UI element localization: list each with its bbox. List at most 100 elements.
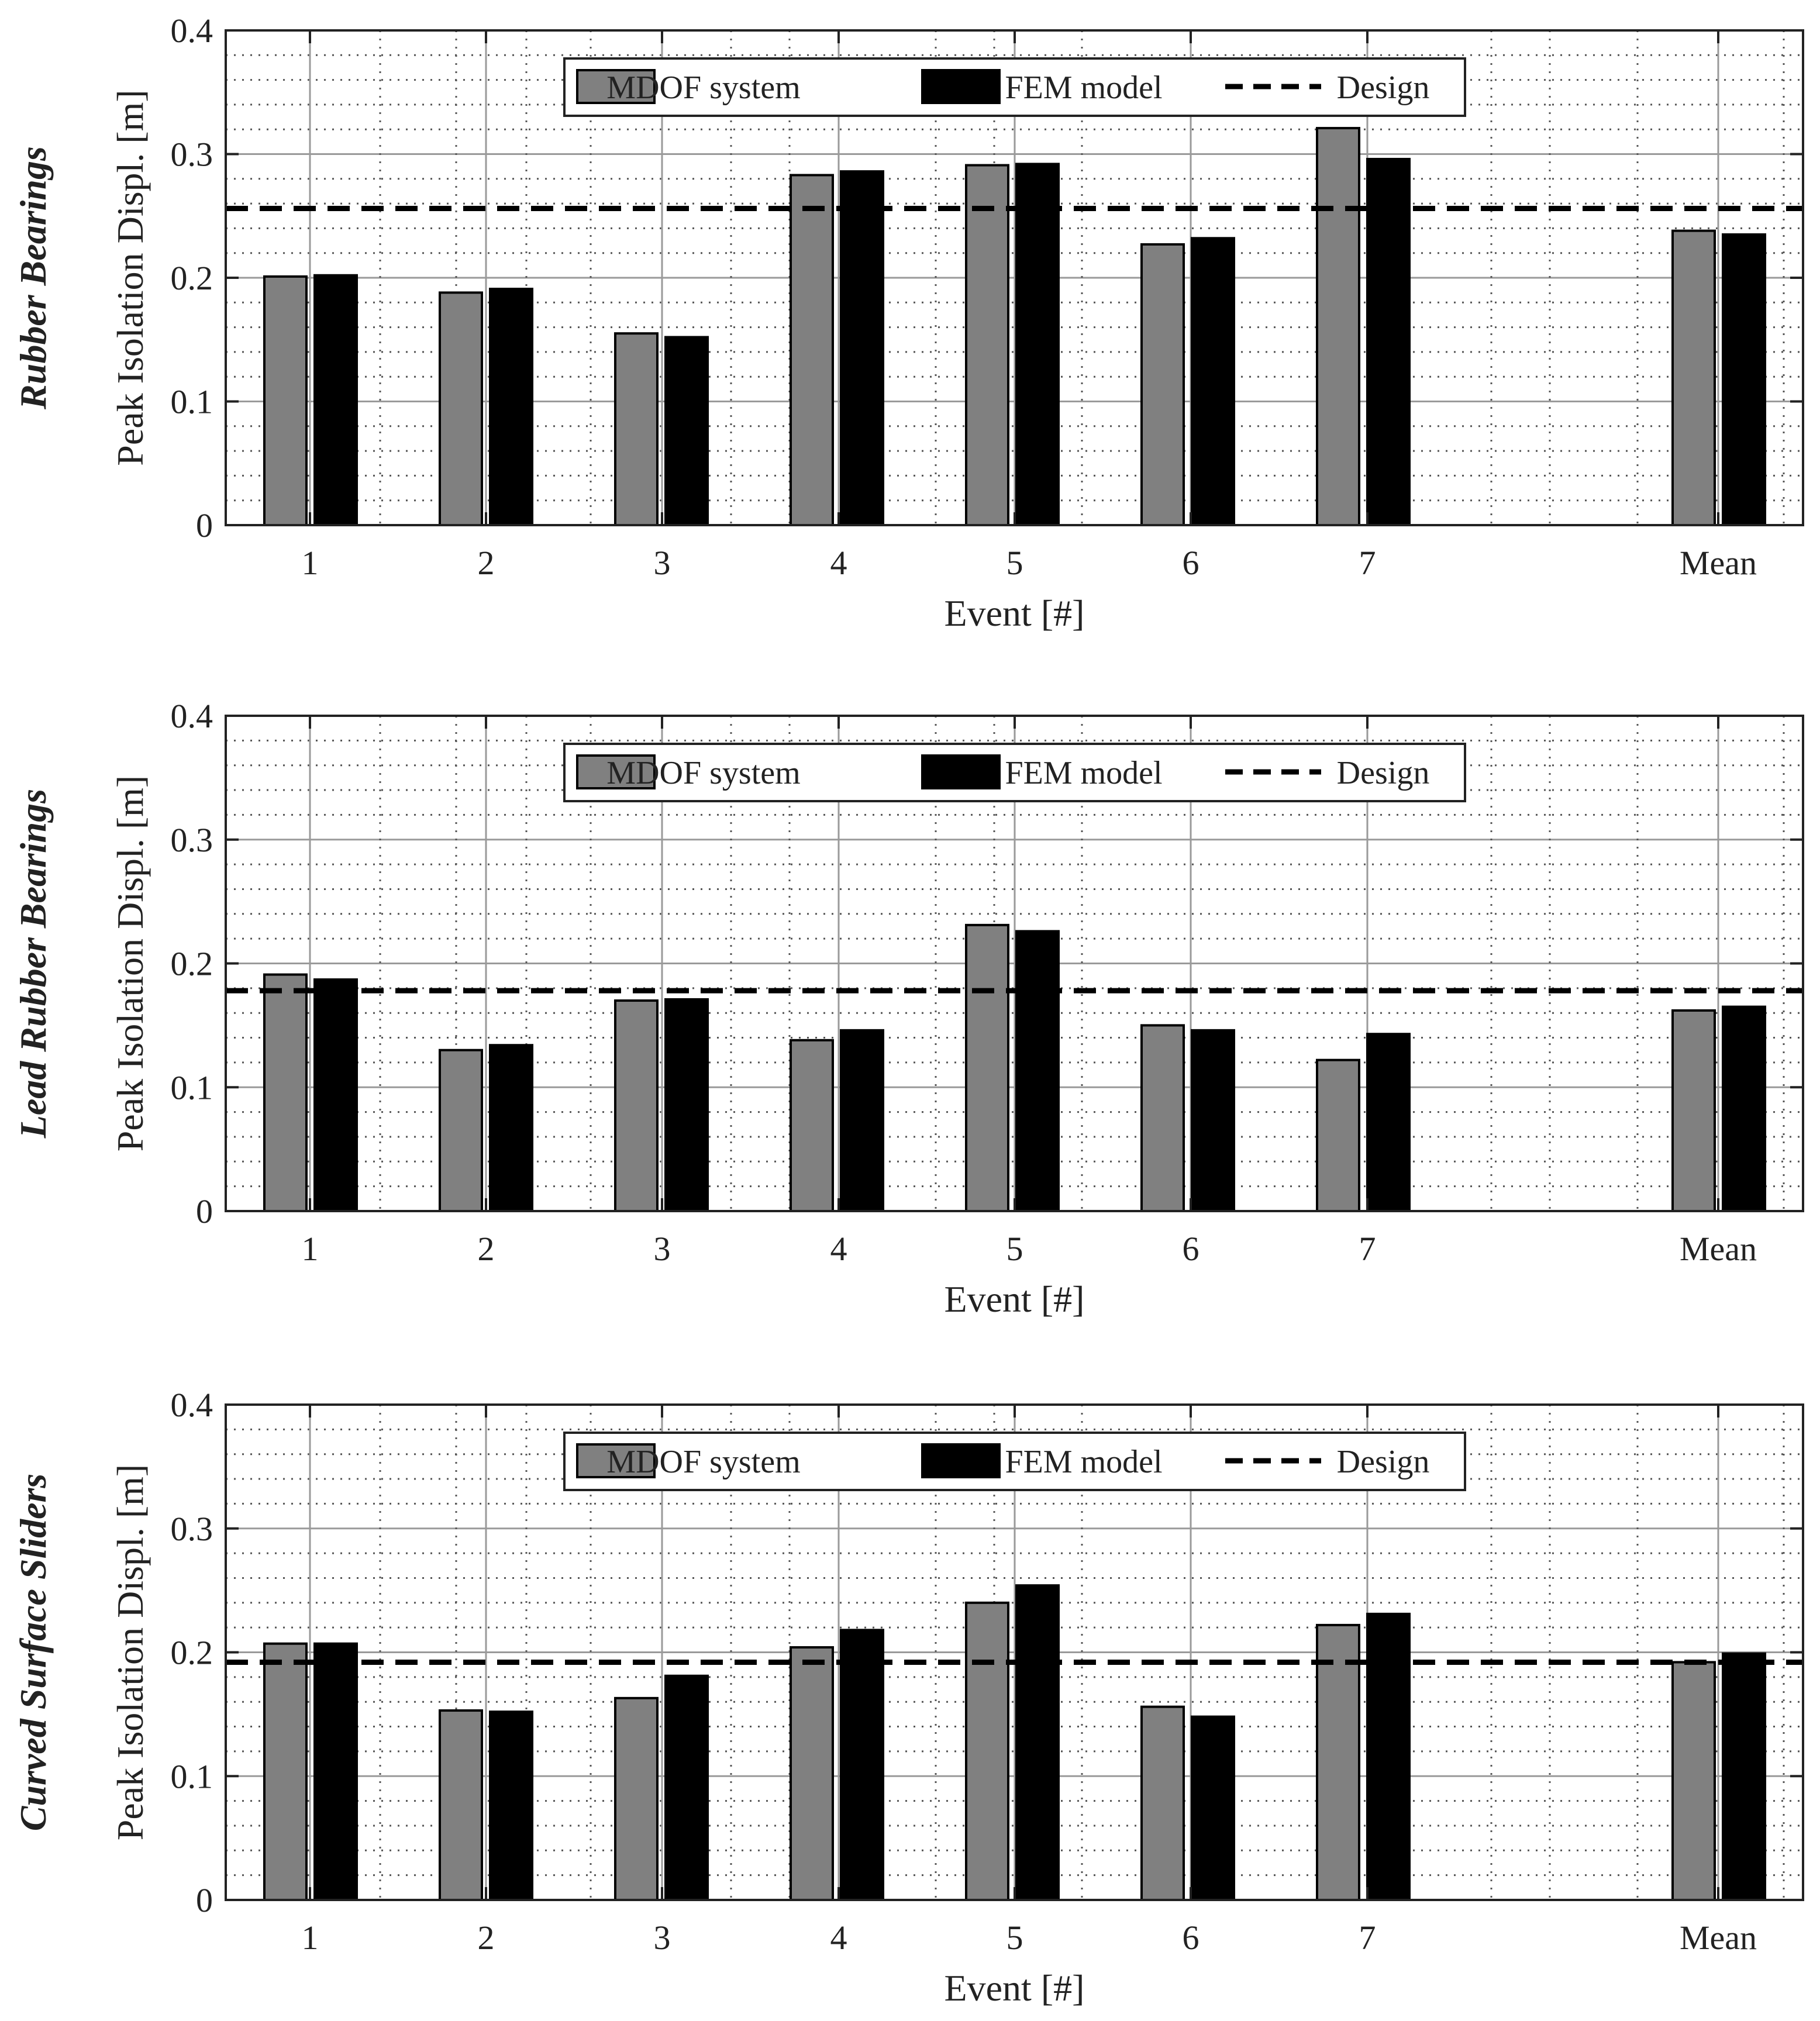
panel-title: Lead Rubber Bearings: [12, 789, 54, 1139]
legend-label-fem: FEM model: [1005, 70, 1162, 106]
bar-mdof-2: [439, 1709, 483, 1901]
bar-mdof-2: [439, 291, 483, 526]
bar-mdof-4: [790, 1039, 834, 1213]
x-axis-label: Event [#]: [945, 1278, 1085, 1320]
x-tick-label: 3: [654, 544, 671, 582]
legend-label-mdof: MDOF system: [606, 1444, 800, 1480]
x-tick-label: 4: [830, 1230, 847, 1268]
y-tick-label: 0.1: [171, 1068, 213, 1106]
x-tick-label: 7: [1359, 544, 1376, 582]
legend-label-fem: FEM model: [1005, 1444, 1162, 1480]
bar-mdof-7: [1316, 1058, 1360, 1213]
legend-swatch-fem: [921, 69, 1001, 104]
bar-fem-Mean: [1722, 1005, 1766, 1213]
bar-mdof-Mean: [1671, 1661, 1716, 1901]
bar-fem-1: [313, 1642, 358, 1901]
bar-fem-2: [489, 288, 533, 526]
bar-mdof-6: [1140, 1024, 1185, 1212]
x-tick-label: Mean: [1680, 1230, 1757, 1268]
y-tick-label: 0.2: [171, 1634, 213, 1672]
bar-mdof-3: [614, 1696, 659, 1901]
bar-mdof-3: [614, 332, 659, 526]
bar-mdof-Mean: [1671, 229, 1716, 526]
legend: MDOF system FEM model Design: [563, 1432, 1466, 1491]
legend: MDOF system FEM model Design: [563, 57, 1466, 117]
bar-fem-4: [840, 170, 884, 526]
bar-fem-6: [1191, 1029, 1235, 1212]
y-tick-label: 0.1: [171, 383, 213, 421]
x-tick-label: Mean: [1680, 544, 1757, 582]
y-tick-label: 0.2: [171, 259, 213, 297]
y-tick-label: 0.4: [171, 697, 213, 735]
y-tick-label: 0: [196, 1192, 213, 1230]
bar-fem-2: [489, 1044, 533, 1212]
legend-label-mdof: MDOF system: [606, 755, 800, 791]
bar-fem-7: [1366, 1612, 1411, 1901]
y-axis-label: Peak Isolation Displ. [m]: [109, 89, 151, 465]
x-tick-label: 2: [478, 1230, 495, 1268]
bar-fem-1: [313, 978, 358, 1212]
bar-mdof-5: [965, 1601, 1009, 1902]
bar-fem-5: [1015, 1584, 1060, 1901]
legend-label-fem: FEM model: [1005, 755, 1162, 791]
bar-mdof-1: [263, 973, 308, 1212]
panel-1: 0 0.1 0.2 0.3 0.4 1 2 3 4 5 6 7 Mean Event [#] Peak Is…: [12, 12, 1804, 634]
legend-swatch-mdof: [576, 69, 656, 104]
panel-2: 0 0.1 0.2 0.3 0.4 1 2 3 4 5 6 7 Mean Event [#] Peak Is…: [12, 697, 1804, 1320]
bar-fem-6: [1191, 237, 1235, 526]
x-tick-label: 1: [302, 544, 319, 582]
bar-mdof-7: [1316, 1623, 1360, 1902]
panel-title: Rubber Bearings: [12, 146, 54, 410]
bar-fem-1: [313, 274, 358, 526]
bar-mdof-5: [965, 164, 1009, 527]
bar-fem-3: [664, 998, 709, 1212]
bar-fem-Mean: [1722, 1652, 1766, 1901]
bar-fem-4: [840, 1629, 884, 1901]
x-tick-label: Mean: [1680, 1919, 1757, 1957]
x-tick-label: 6: [1183, 544, 1199, 582]
legend-swatch-mdof: [576, 754, 656, 789]
y-axis-label: Peak Isolation Displ. [m]: [109, 1464, 151, 1840]
panel-title: Curved Surface Sliders: [12, 1474, 54, 1832]
bar-mdof-1: [263, 275, 308, 526]
y-tick-label: 0.3: [171, 136, 213, 174]
bar-mdof-6: [1140, 243, 1185, 526]
bar-mdof-7: [1316, 127, 1360, 526]
legend-label-design: Design: [1337, 1444, 1430, 1480]
x-tick-label: 5: [1006, 1230, 1023, 1268]
legend-swatch-fem: [921, 1443, 1001, 1478]
x-axis-label: Event [#]: [945, 1967, 1085, 2009]
y-tick-label: 0.3: [171, 1510, 213, 1548]
bar-fem-3: [664, 1674, 709, 1901]
bar-mdof-6: [1140, 1705, 1185, 1901]
x-tick-label: 6: [1183, 1230, 1199, 1268]
legend: MDOF system FEM model Design: [563, 743, 1466, 802]
bar-fem-2: [489, 1710, 533, 1901]
x-tick-label: 2: [478, 544, 495, 582]
bar-fem-3: [664, 336, 709, 527]
y-tick-label: 0.4: [171, 12, 213, 50]
y-axis-label: Peak Isolation Displ. [m]: [109, 775, 151, 1151]
bar-mdof-4: [790, 174, 834, 526]
bar-fem-6: [1191, 1715, 1235, 1902]
x-tick-label: 7: [1359, 1919, 1376, 1957]
y-tick-label: 0: [196, 506, 213, 544]
x-axis-label: Event [#]: [945, 592, 1085, 634]
bar-fem-5: [1015, 930, 1060, 1212]
bar-mdof-3: [614, 999, 659, 1213]
x-tick-label: 4: [830, 544, 847, 582]
x-tick-label: 5: [1006, 544, 1023, 582]
legend-label-design: Design: [1337, 70, 1430, 106]
x-tick-label: 3: [654, 1230, 671, 1268]
x-tick-label: 6: [1183, 1919, 1199, 1957]
legend-label-mdof: MDOF system: [606, 70, 800, 106]
x-tick-label: 5: [1006, 1919, 1023, 1957]
x-tick-label: 2: [478, 1919, 495, 1957]
bar-mdof-Mean: [1671, 1009, 1716, 1212]
bar-fem-5: [1015, 163, 1060, 527]
y-tick-label: 0.4: [171, 1386, 213, 1424]
x-tick-label: 1: [302, 1919, 319, 1957]
bar-mdof-2: [439, 1049, 483, 1212]
x-tick-label: 1: [302, 1230, 319, 1268]
legend-swatch-fem: [921, 754, 1001, 789]
